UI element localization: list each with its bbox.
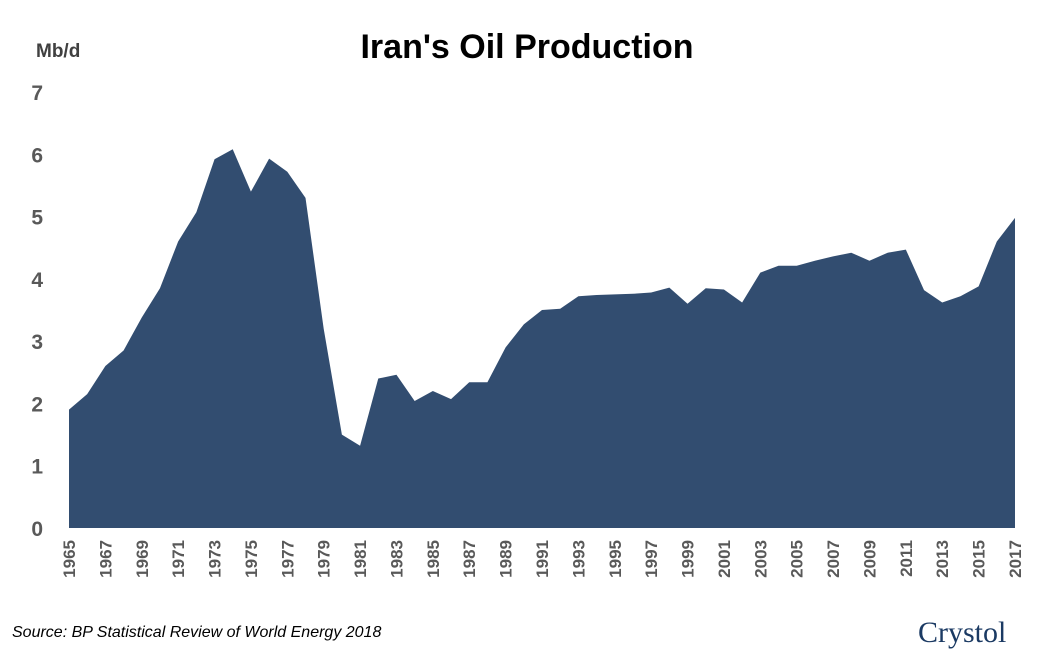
x-tick-label: 1983 (387, 540, 406, 578)
y-tick-label: 6 (31, 144, 43, 167)
y-tick-label: 2 (31, 393, 43, 416)
x-tick-label: 1969 (133, 540, 152, 578)
x-tick-label: 1981 (351, 540, 370, 578)
y-tick-label: 0 (31, 518, 43, 541)
x-tick-label: 1991 (533, 540, 552, 578)
x-tick-label: 1997 (642, 540, 661, 578)
x-tick-label: 1999 (679, 540, 698, 578)
y-tick-label: 3 (31, 331, 43, 354)
x-tick-label: 1971 (169, 540, 188, 578)
x-tick-label: 1965 (60, 540, 79, 578)
x-tick-labels: 1965 1967 1969 1971 1973 1975 1977 1979 1981 1983… (60, 540, 1025, 578)
x-tick-label: 2013 (933, 540, 952, 578)
x-tick-label: 1967 (96, 540, 115, 578)
x-tick-label: 2001 (715, 540, 734, 578)
y-tick-label: 4 (31, 269, 43, 292)
x-tick-label: 1973 (206, 540, 225, 578)
crystol-logo: Crystol (918, 616, 1007, 649)
x-tick-label: 2015 (970, 540, 989, 578)
source-note: Source: BP Statistical Review of World E… (12, 624, 382, 641)
x-tick-label: 2011 (897, 540, 916, 577)
series-area (69, 149, 1015, 529)
chart-title: Iran's Oil Production (360, 28, 693, 66)
x-tick-label: 1985 (424, 540, 443, 578)
x-tick-label: 2009 (860, 540, 879, 578)
x-tick-label: 2017 (1006, 540, 1025, 578)
x-tick-label: 2005 (788, 540, 807, 578)
x-tick-label: 2007 (824, 540, 843, 578)
x-tick-label: 2003 (751, 540, 770, 578)
x-tick-label: 1979 (315, 540, 334, 578)
x-tick-label: 1989 (497, 540, 516, 578)
x-tick-label: 1975 (242, 540, 261, 578)
x-tick-label: 1995 (606, 540, 625, 578)
y-tick-labels: 0 1 2 3 4 5 6 7 (31, 82, 43, 541)
x-tick-label: 1987 (460, 540, 479, 578)
y-axis-unit: Mb/d (36, 41, 80, 62)
y-tick-label: 1 (31, 456, 43, 479)
x-tick-label: 1977 (278, 540, 297, 578)
y-tick-label: 5 (31, 207, 43, 230)
x-tick-label: 1993 (569, 540, 588, 578)
y-tick-label: 7 (31, 82, 43, 105)
